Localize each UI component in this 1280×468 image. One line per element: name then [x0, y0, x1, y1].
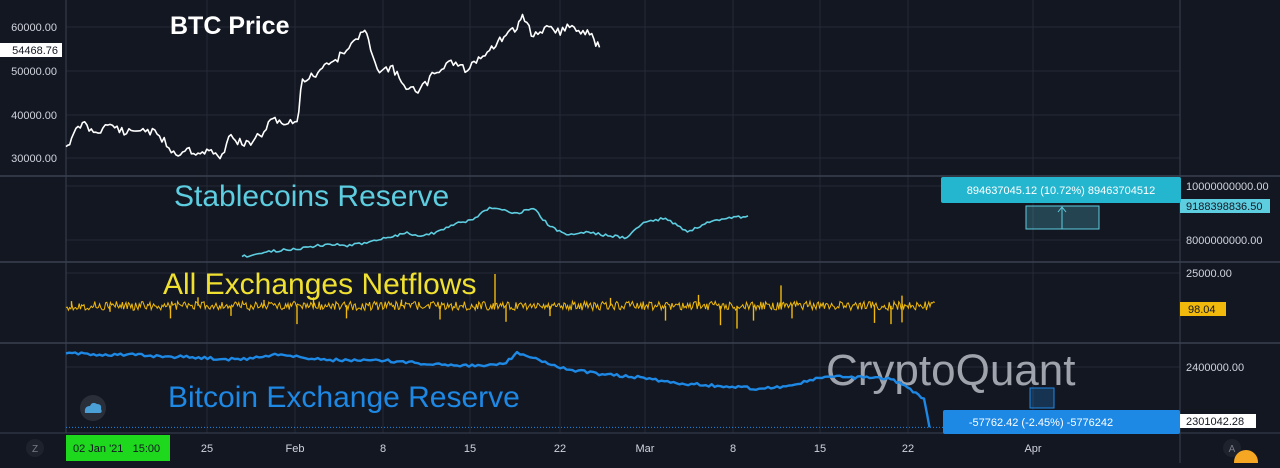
netflow-series-line [65, 299, 936, 313]
stable-measure-tool[interactable]: 894637045.12 (10.72%) 89463704512 [941, 177, 1181, 230]
x-tick: 15 [464, 443, 476, 455]
netflow-last-value-box [1180, 302, 1226, 316]
stablecoins-reserve-title: Stablecoins Reserve [174, 180, 449, 213]
date-badge: 02 Jan '21 15:00 [73, 443, 160, 455]
btc-y-tick: 30000.00 [11, 153, 57, 165]
stable-last-value-box [1180, 199, 1270, 213]
stable-series-line [241, 206, 749, 258]
x-tick: 22 [902, 443, 914, 455]
bitcoin-exchange-reserve-title: Bitcoin Exchange Reserve [168, 381, 520, 414]
date-badge-box [66, 435, 170, 461]
btc-y-tick: 60000.00 [11, 22, 57, 34]
netflow-y-tick: 25000.00 [1186, 268, 1232, 280]
zoom-button[interactable]: Z [32, 444, 38, 455]
reserve-measure-tool[interactable]: -57762.42 (-2.45%) -5776242 [943, 387, 1180, 434]
x-tick: Apr [1024, 443, 1041, 455]
x-tick: Feb [286, 443, 305, 455]
reserve-y-tick: 2400000.00 [1186, 362, 1244, 374]
btc-y-tick: 40000.00 [11, 110, 57, 122]
reserve-last-value-box [1180, 414, 1256, 428]
btc-price-title: BTC Price [170, 12, 290, 40]
btc-last-value: 54468.76 [12, 45, 58, 57]
stable-y-tick: 8000000000.00 [1186, 235, 1262, 247]
stable-y-tick: 10000000000.00 [1186, 181, 1269, 193]
netflows-title: All Exchanges Netflows [163, 268, 476, 301]
auto-scale-button-bg [1223, 439, 1241, 457]
x-tick: 8 [730, 443, 736, 455]
reserve-measure-label-box [943, 410, 1180, 434]
horizontal-grid [66, 26, 1180, 368]
x-tick: 25 [201, 443, 213, 455]
reserve-measure-range [1029, 387, 1055, 409]
cloud-icon-shape [84, 402, 102, 413]
x-tick: 8 [380, 443, 386, 455]
zoom-button-bg [26, 439, 44, 457]
stable-last-value: 9188398836.50 [1186, 201, 1262, 213]
btcreserve-series-line [65, 350, 931, 428]
stable-measure-arrow-head [1057, 206, 1067, 213]
right-y-axis: 10000000000.00 8000000000.00 25000.00 24… [1186, 181, 1269, 374]
x-axis: 25 Feb 8 15 22 Mar 8 15 22 Apr [201, 443, 1042, 455]
x-tick: Mar [636, 443, 655, 455]
watermark-cryptoquant: CryptoQuant [826, 346, 1075, 395]
vertical-grid [206, 0, 1034, 433]
series-layer [65, 13, 1180, 428]
btc-y-tick: 50000.00 [11, 66, 57, 78]
auto-scale-button[interactable]: A [1229, 444, 1236, 455]
stable-measure-label-box [941, 177, 1181, 203]
reserve-last-value: 2301042.28 [1186, 416, 1244, 428]
btc-last-value-box [0, 43, 62, 57]
x-tick: 22 [554, 443, 566, 455]
stable-measure-label: 894637045.12 (10.72%) 89463704512 [967, 185, 1155, 197]
netflow-last-value: 98.04 [1188, 304, 1216, 316]
btc-y-axis: 60000.00 50000.00 40000.00 30000.00 [11, 22, 57, 165]
cloud-icon[interactable] [80, 395, 106, 421]
reserve-measure-label: -57762.42 (-2.45%) -5776242 [969, 417, 1113, 429]
btc-series-line [65, 13, 601, 160]
x-tick: 15 [814, 443, 826, 455]
